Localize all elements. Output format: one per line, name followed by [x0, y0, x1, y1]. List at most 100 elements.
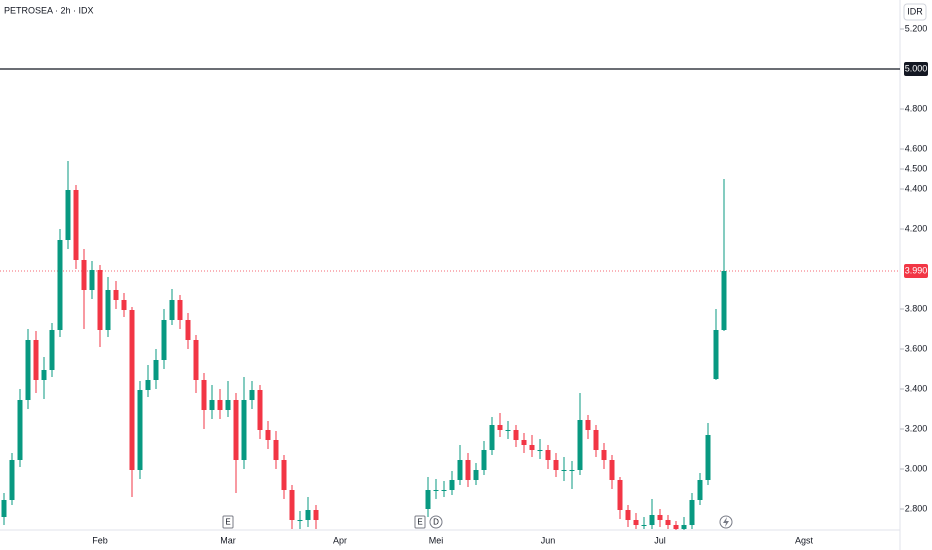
candle-body	[497, 425, 503, 430]
y-tick-label: 5.200	[905, 23, 928, 33]
candle-body	[665, 520, 671, 525]
candle-body	[193, 340, 199, 380]
candle-body	[705, 435, 711, 480]
y-tick-label: 3.600	[905, 343, 928, 353]
y-tick-label: 4.800	[905, 103, 928, 113]
candle-body	[681, 525, 687, 529]
candle-body	[673, 525, 679, 529]
candle-body	[81, 260, 87, 290]
candle-body	[73, 190, 79, 260]
y-tick-label: 4.500	[905, 163, 928, 173]
candle-body	[297, 520, 303, 521]
candle-body	[585, 420, 591, 430]
candle-body	[537, 450, 543, 451]
candle-body	[49, 330, 55, 370]
event-marker	[414, 515, 426, 529]
candle-body	[617, 480, 623, 510]
candle-body	[689, 500, 695, 525]
candle-body	[185, 320, 191, 340]
y-tick-label: 4.400	[905, 183, 928, 193]
candle-body	[9, 460, 15, 500]
y-tick-label: 4.600	[905, 143, 928, 153]
candle-body	[713, 330, 719, 379]
candle-body	[1, 500, 7, 517]
candle-body	[457, 460, 463, 480]
candle-body	[33, 340, 39, 380]
candle-body	[201, 380, 207, 410]
hline-label: 5.000	[905, 63, 928, 73]
candle-body	[25, 340, 31, 400]
candle-body	[313, 510, 319, 520]
candle-body	[169, 300, 175, 320]
event-label: E	[417, 518, 422, 527]
candle-body	[561, 470, 567, 471]
alert-icon[interactable]	[719, 515, 733, 529]
candle-body	[97, 270, 103, 330]
candle-body	[697, 480, 703, 500]
y-tick-label: 3.800	[905, 303, 928, 313]
candle-body	[265, 430, 271, 440]
y-tick-label: 3.400	[905, 383, 928, 393]
candle-body	[641, 525, 647, 526]
candle-body	[177, 300, 183, 320]
x-tick-label: Jul	[654, 535, 666, 545]
candle-body	[121, 300, 127, 310]
candle-body	[233, 400, 239, 460]
y-tick-label: 4.200	[905, 223, 928, 233]
y-tick-label: 3.200	[905, 423, 928, 433]
currency[interactable]: IDR	[907, 6, 923, 16]
candle-body	[601, 450, 607, 460]
candle-body	[57, 240, 63, 330]
candle-body	[593, 430, 599, 450]
y-tick-label: 3.000	[905, 463, 928, 473]
candle-body	[569, 470, 575, 471]
candle-body	[449, 480, 455, 490]
candle-body	[513, 430, 519, 440]
candle-body	[281, 460, 287, 490]
candle-body	[577, 420, 583, 470]
candle-body	[161, 320, 167, 360]
candle-body	[289, 490, 295, 520]
candle-body	[153, 360, 159, 380]
last-price-box	[904, 264, 928, 278]
candle-body	[17, 400, 23, 460]
candle-body	[465, 460, 471, 480]
candle-body	[65, 190, 71, 240]
candle-body	[129, 310, 135, 470]
candle-body	[489, 425, 495, 450]
candle-body	[721, 271, 727, 330]
candle-body	[625, 510, 631, 520]
candle-body	[529, 445, 535, 450]
event-marker	[222, 515, 234, 529]
x-tick-label: Feb	[92, 535, 108, 545]
candle-body	[137, 390, 143, 470]
candle-body	[241, 400, 247, 460]
candle-body	[305, 510, 311, 520]
candle-body	[89, 270, 95, 290]
x-tick-label: Mar	[220, 535, 236, 545]
currency-box[interactable]	[903, 3, 927, 21]
x-tick-label: Apr	[333, 535, 347, 545]
candle-body	[273, 440, 279, 460]
candle-body	[521, 440, 527, 445]
chart-title: PETROSEA · 2h · IDX	[4, 5, 94, 15]
candle-body	[41, 370, 47, 380]
candle-body	[609, 460, 615, 480]
candle-body	[657, 515, 663, 520]
candle-body	[433, 490, 439, 491]
candle-body	[553, 460, 559, 470]
x-tick-label: Agst	[795, 535, 814, 545]
candle-body	[257, 390, 263, 430]
last-price-label: 3.990	[905, 265, 928, 275]
candle-body	[249, 390, 255, 400]
candle-body	[505, 430, 511, 431]
candle-body	[633, 520, 639, 525]
candle-body	[105, 290, 111, 330]
candle-body	[545, 450, 551, 460]
candle-body	[145, 380, 151, 390]
candle-body	[425, 490, 431, 509]
candle-body	[473, 470, 479, 480]
x-tick-label: Mei	[429, 535, 444, 545]
event-marker	[429, 515, 443, 529]
